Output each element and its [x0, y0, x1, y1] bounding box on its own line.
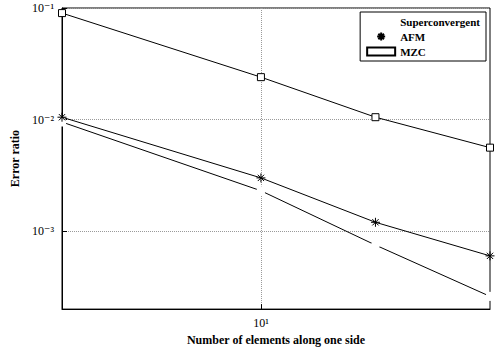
svg-text:Error ratio: Error ratio [8, 130, 22, 187]
svg-text:MZC: MZC [400, 46, 426, 58]
svg-text:10¹: 10¹ [253, 316, 269, 330]
svg-text:10⁻³: 10⁻³ [32, 224, 54, 238]
svg-text:10⁻²: 10⁻² [32, 113, 54, 127]
svg-text:Superconvergent: Superconvergent [400, 16, 480, 28]
svg-text:Number of elements along one s: Number of elements along one side [187, 333, 366, 347]
svg-text:AFM: AFM [400, 31, 426, 43]
svg-text:10⁻¹: 10⁻¹ [32, 1, 54, 15]
